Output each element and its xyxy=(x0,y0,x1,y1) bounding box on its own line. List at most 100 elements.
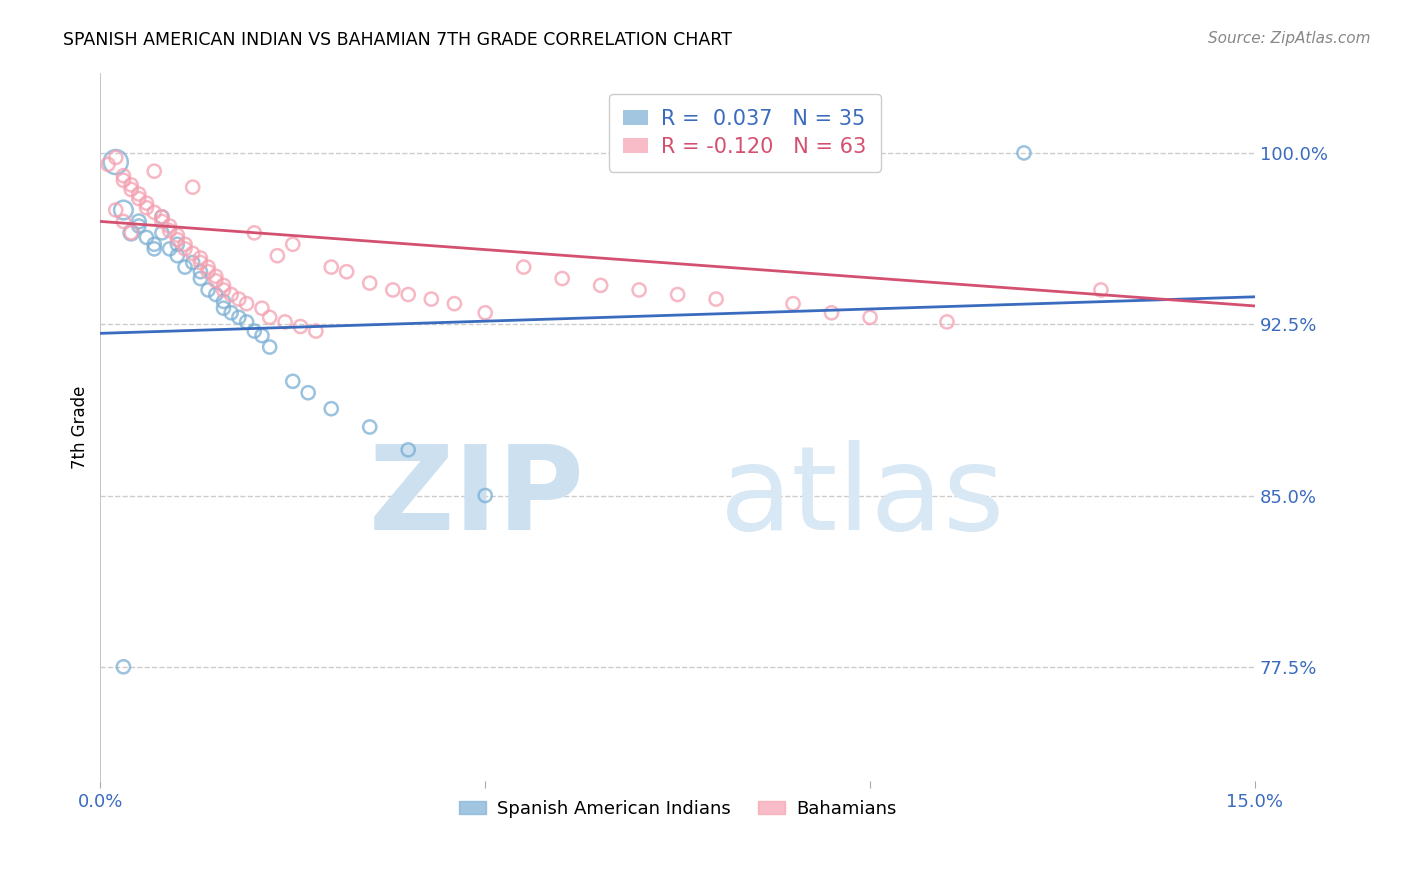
Text: SPANISH AMERICAN INDIAN VS BAHAMIAN 7TH GRADE CORRELATION CHART: SPANISH AMERICAN INDIAN VS BAHAMIAN 7TH … xyxy=(63,31,733,49)
Point xyxy=(135,201,157,215)
Point xyxy=(128,187,150,202)
Point xyxy=(112,173,135,187)
Point xyxy=(159,219,181,233)
Point xyxy=(150,214,173,228)
Text: ZIP: ZIP xyxy=(370,441,585,556)
Point xyxy=(128,219,150,233)
Point xyxy=(190,251,212,265)
Text: Source: ZipAtlas.com: Source: ZipAtlas.com xyxy=(1208,31,1371,46)
Point xyxy=(820,306,842,320)
Legend: Spanish American Indians, Bahamians: Spanish American Indians, Bahamians xyxy=(451,793,903,825)
Point xyxy=(143,205,166,219)
Point xyxy=(143,237,166,252)
Point xyxy=(104,155,127,169)
Point xyxy=(305,324,328,338)
Point xyxy=(628,283,651,297)
Point xyxy=(112,214,135,228)
Point xyxy=(197,283,219,297)
Point xyxy=(704,292,727,306)
Point xyxy=(782,296,804,310)
Point xyxy=(381,283,404,297)
Point xyxy=(420,292,443,306)
Point xyxy=(174,237,197,252)
Point xyxy=(259,310,281,325)
Point xyxy=(150,210,173,224)
Y-axis label: 7th Grade: 7th Grade xyxy=(72,385,89,468)
Point xyxy=(443,296,465,310)
Point xyxy=(166,233,188,247)
Point xyxy=(474,306,496,320)
Point xyxy=(120,226,142,240)
Point xyxy=(120,226,142,240)
Point xyxy=(859,310,882,325)
Point xyxy=(228,292,250,306)
Point xyxy=(181,180,204,194)
Point xyxy=(666,287,689,301)
Point xyxy=(396,287,419,301)
Point xyxy=(104,151,127,165)
Point xyxy=(97,157,120,171)
Point xyxy=(259,340,281,354)
Point xyxy=(112,202,135,217)
Point xyxy=(128,214,150,228)
Point xyxy=(212,283,235,297)
Point xyxy=(250,301,273,316)
Point xyxy=(274,315,297,329)
Point xyxy=(197,265,219,279)
Point xyxy=(243,324,266,338)
Point xyxy=(589,278,612,293)
Point xyxy=(166,249,188,263)
Point xyxy=(321,260,343,274)
Point xyxy=(135,230,157,244)
Point xyxy=(128,192,150,206)
Point xyxy=(266,249,288,263)
Point xyxy=(512,260,534,274)
Point xyxy=(297,385,319,400)
Point xyxy=(159,223,181,237)
Point xyxy=(190,271,212,285)
Point xyxy=(212,278,235,293)
Point xyxy=(174,242,197,256)
Point xyxy=(204,274,226,288)
Point xyxy=(396,442,419,457)
Point xyxy=(112,660,135,674)
Point xyxy=(1090,283,1112,297)
Point xyxy=(150,226,173,240)
Point xyxy=(112,169,135,183)
Point xyxy=(197,260,219,274)
Point xyxy=(212,301,235,316)
Point xyxy=(474,488,496,502)
Point xyxy=(174,260,197,274)
Point xyxy=(143,164,166,178)
Point xyxy=(181,246,204,260)
Point xyxy=(359,276,381,290)
Point xyxy=(143,242,166,256)
Point xyxy=(104,202,127,217)
Point xyxy=(235,315,257,329)
Point xyxy=(551,271,574,285)
Point xyxy=(250,328,273,343)
Point xyxy=(120,178,142,192)
Point xyxy=(166,228,188,243)
Point xyxy=(219,306,242,320)
Point xyxy=(281,374,304,388)
Point xyxy=(150,210,173,224)
Point xyxy=(936,315,959,329)
Point xyxy=(190,265,212,279)
Point xyxy=(235,296,257,310)
Point xyxy=(243,226,266,240)
Text: atlas: atlas xyxy=(720,441,1005,556)
Point xyxy=(290,319,312,334)
Point xyxy=(228,310,250,325)
Point xyxy=(135,196,157,211)
Point xyxy=(166,237,188,252)
Point xyxy=(321,401,343,416)
Point xyxy=(190,255,212,269)
Point xyxy=(212,294,235,309)
Point xyxy=(159,242,181,256)
Point xyxy=(120,182,142,196)
Point xyxy=(219,287,242,301)
Point xyxy=(204,269,226,284)
Point xyxy=(1012,145,1035,160)
Point xyxy=(181,255,204,269)
